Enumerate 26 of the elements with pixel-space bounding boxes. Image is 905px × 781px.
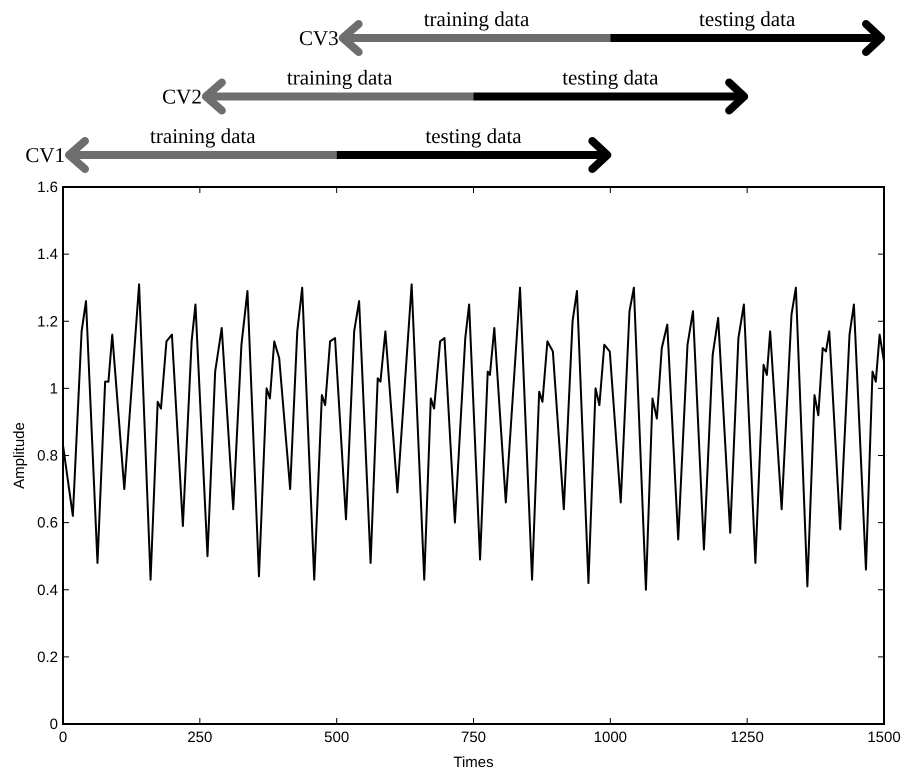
y-tick-label: 0.4 xyxy=(37,582,58,599)
y-axis-title: Amplitude xyxy=(11,422,28,489)
text: training data xyxy=(424,7,530,31)
text: CV3 xyxy=(298,26,339,50)
text: training data xyxy=(150,124,256,148)
x-tick-label: 250 xyxy=(187,729,212,746)
y-tick-label: 1.2 xyxy=(37,313,58,330)
y-tick-label: 0 xyxy=(50,716,58,733)
text: training data xyxy=(286,66,394,90)
x-tick-label: 500 xyxy=(324,729,350,746)
y-tick-label: 1 xyxy=(50,380,58,398)
y-tick-label: 0.2 xyxy=(37,648,58,666)
text: testing data xyxy=(425,124,522,148)
x-axis-title: Times xyxy=(453,754,494,771)
y-tick-label: 1.6 xyxy=(37,179,58,196)
x-tick-label: 750 xyxy=(460,729,486,746)
y-tick-label: 1.4 xyxy=(37,246,58,264)
x-tick-label: 1500 xyxy=(867,729,901,746)
text: testing data xyxy=(699,7,796,31)
x-tick-label: 1000 xyxy=(594,729,628,746)
x-tick-label: 1250 xyxy=(730,729,764,746)
text: CV1 xyxy=(25,143,65,167)
text: testing data xyxy=(562,66,660,90)
y-tick-label: 0.8 xyxy=(37,448,58,464)
text: CV2 xyxy=(162,84,202,108)
y-tick-label: 0.6 xyxy=(37,514,58,532)
